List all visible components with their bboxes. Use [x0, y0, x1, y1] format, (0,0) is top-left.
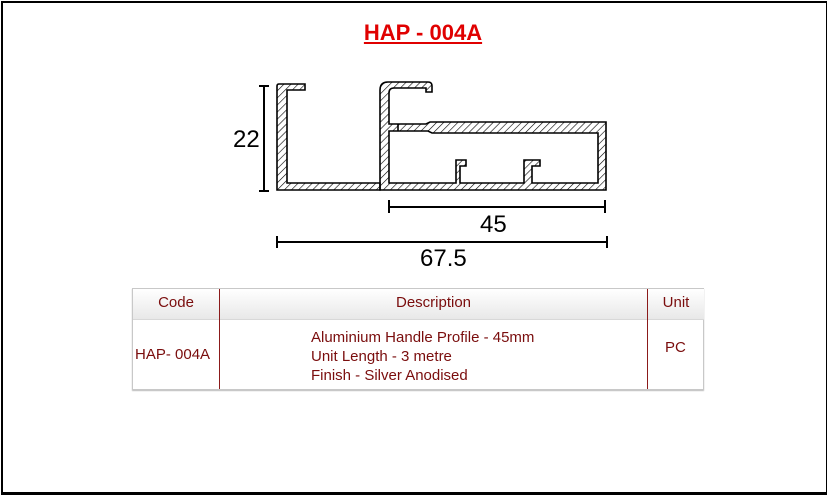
description-line: Unit Length - 3 metre	[311, 348, 452, 365]
header-description: Description	[220, 289, 647, 320]
dim-total-width-line	[276, 236, 608, 248]
header-code: Code	[133, 289, 219, 320]
row-code: HAP- 004A	[135, 346, 211, 363]
dim-height-label: 22	[233, 126, 260, 153]
header-unit: Unit	[648, 289, 704, 320]
spec-table: Code Description Unit HAP- 004A Aluminiu…	[132, 288, 704, 390]
row-description: Aluminium Handle Profile - 45mm Unit Len…	[311, 328, 534, 385]
column-divider	[647, 289, 648, 389]
dim-height-line	[259, 85, 269, 192]
dim-total-width-label: 67.5	[420, 245, 467, 272]
column-divider	[219, 289, 220, 389]
description-line: Finish - Silver Anodised	[311, 367, 468, 384]
profile-section	[276, 81, 607, 191]
description-line: Aluminium Handle Profile - 45mm	[311, 329, 535, 346]
dim-inner-width-label: 45	[480, 211, 507, 238]
dim-inner-width-line	[388, 200, 606, 213]
product-title: HAP - 004A	[363, 20, 483, 45]
profile-drawing: 22 45 67.5	[233, 81, 608, 272]
row-unit: PC	[665, 339, 686, 356]
